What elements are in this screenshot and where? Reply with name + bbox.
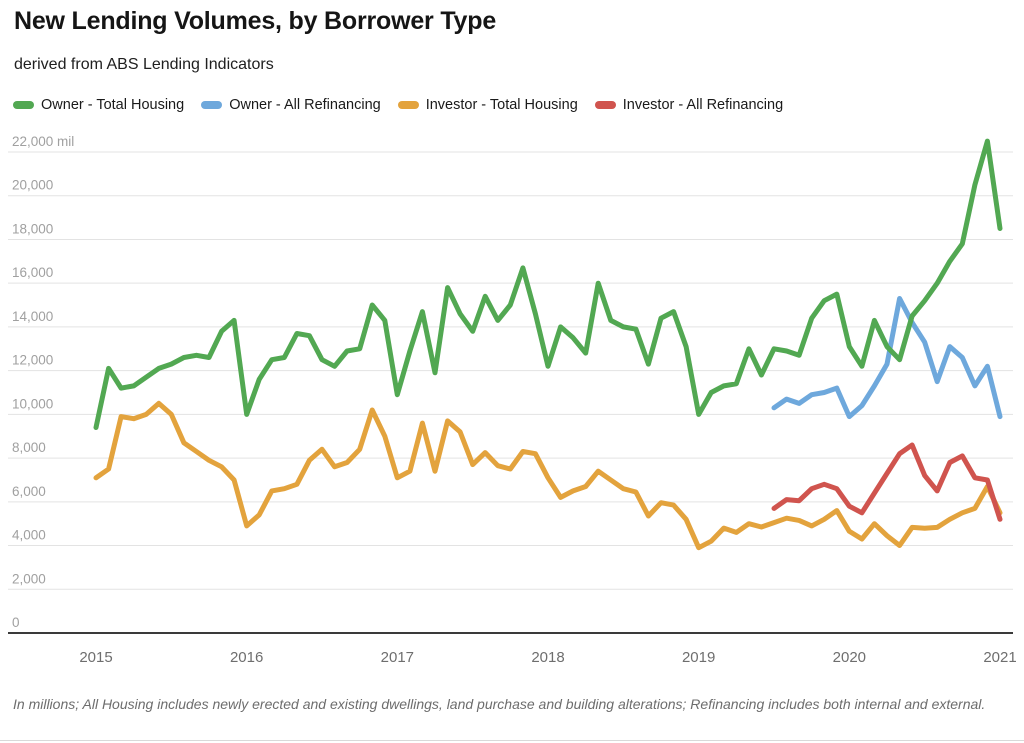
series-line-investor-all-refinancing [771,442,1003,522]
y-tick-label: 20,000 [12,178,53,193]
y-tick-label: 2,000 [12,571,46,586]
legend-label: Owner - Total Housing [41,97,185,113]
y-tick-label: 18,000 [12,221,53,236]
bottom-divider [0,740,1024,741]
legend-swatch-icon [13,101,34,109]
y-tick-label: 8,000 [12,440,46,455]
legend-item-owner-refinancing: Owner - All Refinancing [201,97,381,113]
y-tick-label: 16,000 [12,265,53,280]
legend-item-owner-total: Owner - Total Housing [13,97,184,113]
legend-label: Investor - Total Housing [425,97,578,113]
x-tick-label: 2019 [682,649,715,666]
page-title: New Lending Volumes, by Borrower Type [14,7,497,35]
x-tick-label: 2017 [381,649,414,666]
legend-item-investor-total: Investor - Total Housing [397,97,578,113]
legend-label: Owner - All Refinancing [229,97,381,113]
legend-swatch-icon [201,101,223,109]
series-line-investor-total-housing [93,400,1003,551]
page-subtitle: derived from ABS Lending Indicators [14,56,274,73]
x-tick-label: 2021 [983,649,1016,666]
y-tick-label: 0 [12,615,20,630]
series-line-owner-total-housing [93,138,1003,430]
legend: Owner - Total Housing Owner - All Refina… [13,97,783,113]
legend-label: Investor - All Refinancing [622,97,784,113]
x-tick-label: 2016 [230,649,263,666]
y-tick-label: 4,000 [12,528,46,543]
y-tick-label: 14,000 [12,309,53,324]
x-tick-label: 2020 [833,649,866,666]
x-tick-label: 2015 [79,649,112,666]
y-tick-label: 12,000 [12,353,53,368]
y-tick-label: 10,000 [12,396,53,411]
legend-item-investor-refinancing: Investor - All Refinancing [594,97,784,113]
x-tick-label: 2018 [531,649,564,666]
legend-swatch-icon [397,101,419,109]
y-tick-label: 6,000 [12,484,46,499]
series-line-owner-all-refinancing [771,296,1003,420]
footnote: In millions; All Housing includes newly … [13,696,986,712]
legend-swatch-icon [594,101,616,109]
y-tick-label: 22,000 mil [12,134,74,149]
